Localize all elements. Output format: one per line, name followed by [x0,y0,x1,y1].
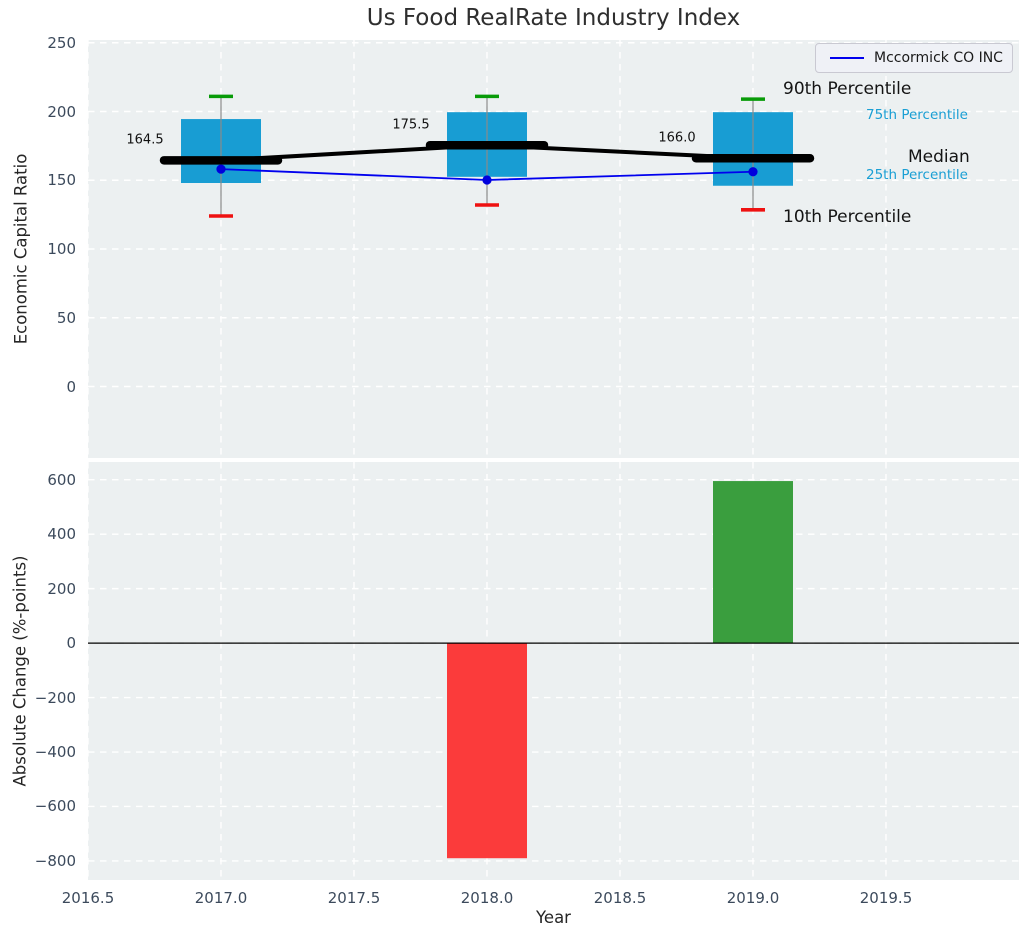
legend-line-sample [830,57,864,59]
y-tick-label: 600 [47,470,76,489]
company-point [216,164,226,174]
y-tick-label: −800 [34,851,76,870]
bar-positive [713,481,793,644]
x-tick-label: 2016.5 [61,889,115,907]
median-annotation-2: 166.0 [658,130,696,146]
bar-negative [447,643,527,859]
bottom-y-axis-label: Absolute Change (%-points) [10,555,30,787]
legend: Mccormick CO INC [815,43,1013,73]
label-median: Median [908,147,970,167]
label-90th-percentile: 90th Percentile [783,79,912,99]
median-annotation-1: 175.5 [392,117,430,133]
label-10th-percentile: 10th Percentile [783,207,912,227]
top-plot-panel [88,40,1019,458]
y-tick-label: 100 [47,240,76,258]
bottom-plot-panel [88,462,1019,880]
y-tick-label: 0 [66,634,76,653]
x-tick-label: 2018.5 [593,889,647,907]
y-tick-label: 150 [47,171,76,190]
median-annotation-0: 164.5 [126,132,164,148]
label-75th-percentile: 75th Percentile [866,107,968,123]
x-tick-label: 2018.0 [460,889,514,907]
y-tick-label: −200 [34,688,76,707]
company-point [748,167,758,177]
x-tick-label: 2019.5 [859,889,913,907]
y-tick-label: −400 [34,743,76,761]
y-tick-label: 400 [47,525,76,544]
y-tick-label: 0 [66,377,76,396]
x-tick-label: 2017.5 [327,889,381,907]
x-tick-label: 2019.0 [726,889,780,907]
y-tick-label: −600 [34,797,76,816]
legend-label: Mccormick CO INC [874,50,1003,66]
bottom-plot-svg [88,462,1019,880]
y-tick-label: 200 [47,579,76,598]
y-tick-label: 200 [47,102,76,121]
y-tick-label: 50 [56,308,76,327]
label-25th-percentile: 25th Percentile [866,167,968,183]
top-y-axis-label: Economic Capital Ratio [11,153,31,345]
top-plot-svg [88,40,1019,458]
x-axis-label: Year [536,908,571,927]
y-tick-label: 250 [47,33,76,52]
company-point [482,175,492,185]
chart-title: Us Food RealRate Industry Index [366,5,741,31]
x-tick-label: 2017.0 [194,889,248,907]
